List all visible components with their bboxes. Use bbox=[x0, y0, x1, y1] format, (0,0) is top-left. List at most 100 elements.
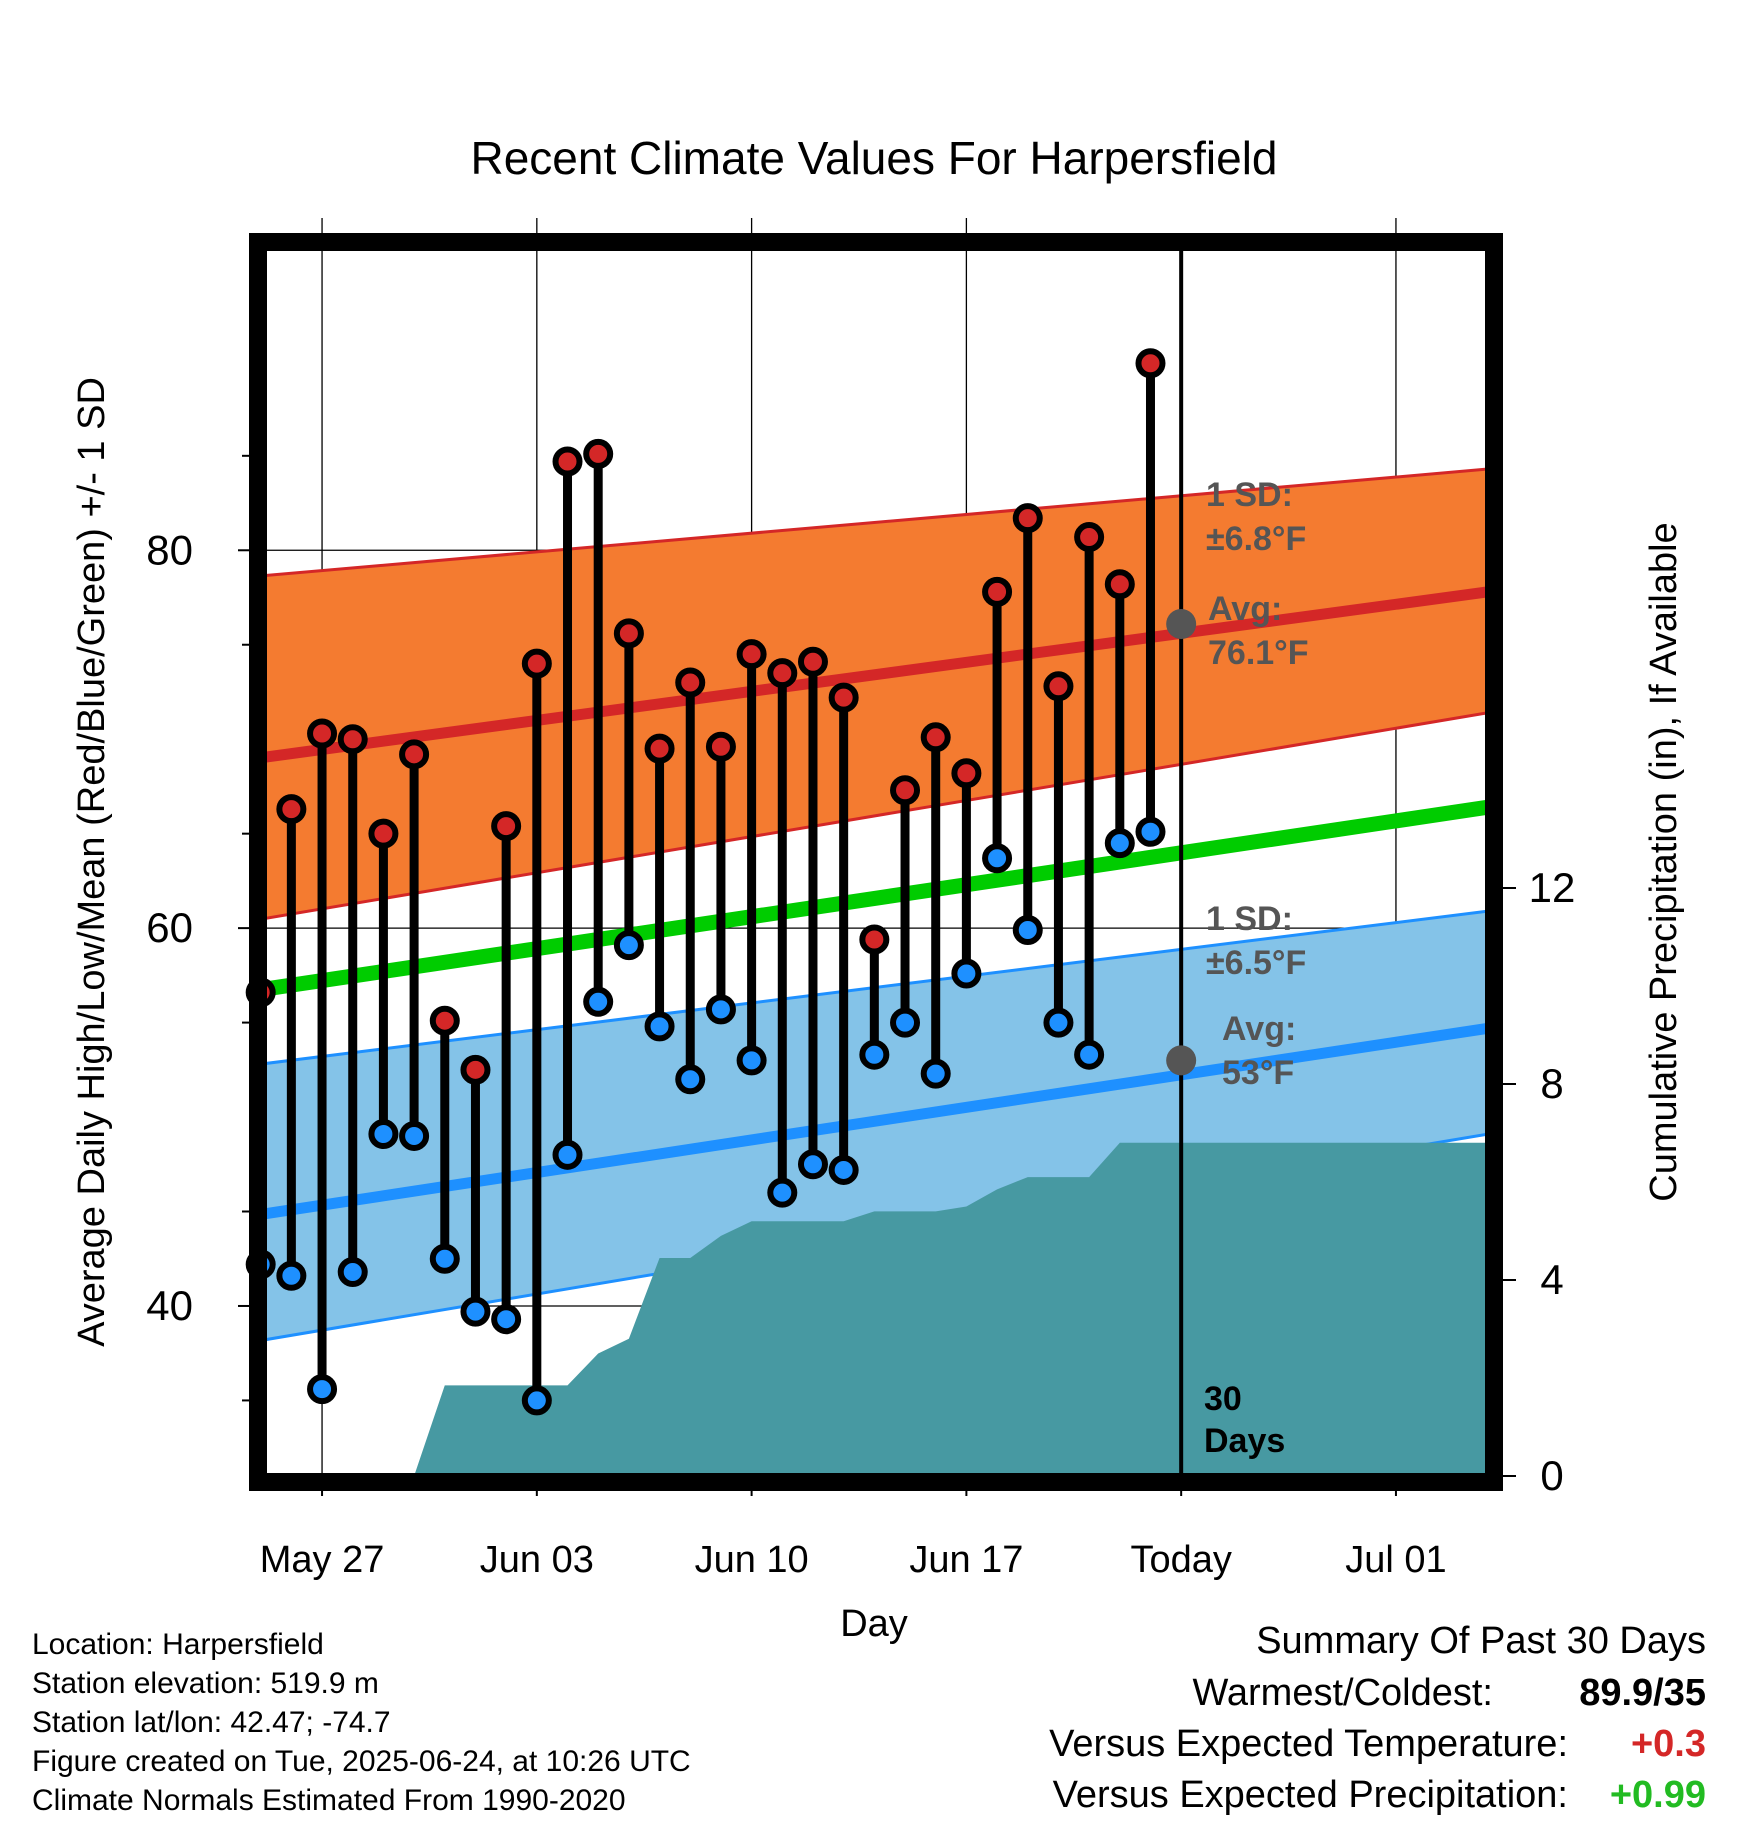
low-point bbox=[982, 843, 1013, 874]
low-point bbox=[890, 1007, 921, 1038]
x-tick-label: Jun 10 bbox=[695, 1539, 809, 1581]
y2-tick-label: 8 bbox=[1540, 1060, 1563, 1107]
low-point bbox=[705, 994, 736, 1025]
high-point bbox=[675, 667, 706, 698]
low-point bbox=[920, 1058, 951, 1089]
high-sd-band-lower-edge bbox=[264, 711, 1488, 921]
low-point bbox=[337, 1256, 368, 1287]
low-point bbox=[307, 1374, 338, 1405]
low-point bbox=[491, 1304, 522, 1335]
high-point bbox=[705, 731, 736, 762]
window-days-unit: Days bbox=[1204, 1422, 1285, 1460]
y-axis-label: Average Daily High/Low/Mean (Red/Blue/Gr… bbox=[71, 377, 113, 1347]
low-point bbox=[460, 1296, 491, 1327]
high-point bbox=[767, 658, 798, 689]
y-tick-label: 40 bbox=[146, 1282, 193, 1329]
x-tick-label: Today bbox=[1130, 1539, 1231, 1581]
low-point bbox=[276, 1260, 307, 1291]
low-sd-label: 1 SD: bbox=[1206, 900, 1293, 938]
high-point bbox=[951, 758, 982, 789]
annotations: 1 SD: ±6.8°F Avg: 76.1°F 1 SD: ±6.5°F Avg: 53°F… bbox=[1166, 476, 1309, 1460]
high-point bbox=[521, 648, 552, 679]
low-point bbox=[1135, 816, 1166, 847]
low-point bbox=[1012, 915, 1043, 946]
high-point bbox=[828, 682, 859, 713]
high-point bbox=[1043, 671, 1074, 702]
high-point bbox=[552, 446, 583, 477]
observations bbox=[245, 348, 1166, 1416]
window-days-number: 30 bbox=[1204, 1380, 1242, 1418]
axes: May 27 Jun 03 Jun 10 Jun 17 Today Jul 0140608… bbox=[71, 132, 1685, 1645]
high-sd-value: ±6.8°F bbox=[1206, 520, 1306, 558]
high-point bbox=[613, 618, 644, 649]
high-point bbox=[429, 1005, 460, 1036]
high-point bbox=[1104, 569, 1135, 600]
low-point bbox=[1104, 828, 1135, 859]
low-point bbox=[583, 986, 614, 1017]
high-point bbox=[644, 733, 675, 764]
plot-frame bbox=[249, 233, 1503, 1491]
high-point bbox=[920, 722, 951, 753]
low-point bbox=[1043, 1007, 1074, 1038]
high-point bbox=[307, 718, 338, 749]
low-avg-today-marker bbox=[1166, 1045, 1197, 1076]
low-point bbox=[951, 958, 982, 989]
high-avg-value: 76.1°F bbox=[1208, 634, 1309, 672]
high-point bbox=[368, 818, 399, 849]
info-elevation: Station elevation: 519.9 m bbox=[32, 1667, 379, 1700]
high-point bbox=[399, 739, 430, 770]
high-avg-label: Avg: bbox=[1208, 590, 1282, 628]
high-point bbox=[276, 794, 307, 825]
high-point bbox=[736, 639, 767, 670]
info-location: Location: Harpersfield bbox=[32, 1628, 324, 1661]
low-avg-label: Avg: bbox=[1222, 1010, 1296, 1048]
x-axis-label: Day bbox=[840, 1603, 908, 1645]
high-sd-label: 1 SD: bbox=[1206, 476, 1293, 514]
summary-temp-value: +0.3 bbox=[1630, 1723, 1706, 1765]
high-point bbox=[583, 438, 614, 469]
low-point bbox=[521, 1385, 552, 1416]
low-point bbox=[399, 1120, 430, 1151]
chart-title: Recent Climate Values For Harpersfield bbox=[470, 132, 1277, 184]
low-sd-band-upper-edge bbox=[264, 909, 1488, 1066]
low-point bbox=[767, 1177, 798, 1208]
summary-warm-value: 89.9/35 bbox=[1579, 1672, 1706, 1714]
x-tick-label: May 27 bbox=[260, 1539, 385, 1581]
low-avg-value: 53°F bbox=[1222, 1054, 1294, 1092]
y-tick-label: 80 bbox=[146, 526, 193, 573]
x-tick-label: Jun 17 bbox=[909, 1539, 1023, 1581]
low-avg-line bbox=[264, 1022, 1488, 1220]
high-point bbox=[982, 576, 1013, 607]
low-point bbox=[797, 1149, 828, 1180]
high-point bbox=[1012, 503, 1043, 534]
high-sd-band-upper-edge bbox=[264, 467, 1488, 578]
low-point bbox=[613, 930, 644, 961]
low-point bbox=[368, 1119, 399, 1150]
high-point bbox=[859, 924, 890, 955]
y2-tick-label: 12 bbox=[1529, 864, 1576, 911]
low-point bbox=[552, 1139, 583, 1170]
x-tick-label: Jul 01 bbox=[1345, 1539, 1446, 1581]
low-point bbox=[1074, 1039, 1105, 1070]
low-point bbox=[675, 1064, 706, 1095]
info-normals: Climate Normals Estimated From 1990-2020 bbox=[32, 1784, 626, 1817]
high-point bbox=[797, 646, 828, 677]
high-avg-today-marker bbox=[1166, 608, 1197, 639]
info-latlon: Station lat/lon: 42.47; -74.7 bbox=[32, 1706, 391, 1739]
y2-axis-label: Cumulative Precipitation (in), If Availa… bbox=[1643, 522, 1685, 1201]
summary-temp-label: Versus Expected Temperature: bbox=[1049, 1723, 1568, 1765]
summary-title: Summary Of Past 30 Days bbox=[1256, 1620, 1706, 1662]
mean-line bbox=[264, 799, 1488, 997]
high-point bbox=[460, 1054, 491, 1085]
high-point bbox=[1074, 522, 1105, 553]
high-point bbox=[337, 724, 368, 755]
high-point bbox=[491, 811, 522, 842]
info-created: Figure created on Tue, 2025-06-24, at 10… bbox=[32, 1745, 691, 1778]
y-tick-label: 60 bbox=[146, 904, 193, 951]
low-point bbox=[736, 1045, 767, 1076]
low-point bbox=[859, 1039, 890, 1070]
y2-tick-label: 4 bbox=[1540, 1256, 1563, 1303]
low-sd-value: ±6.5°F bbox=[1206, 944, 1306, 982]
low-point bbox=[429, 1243, 460, 1274]
